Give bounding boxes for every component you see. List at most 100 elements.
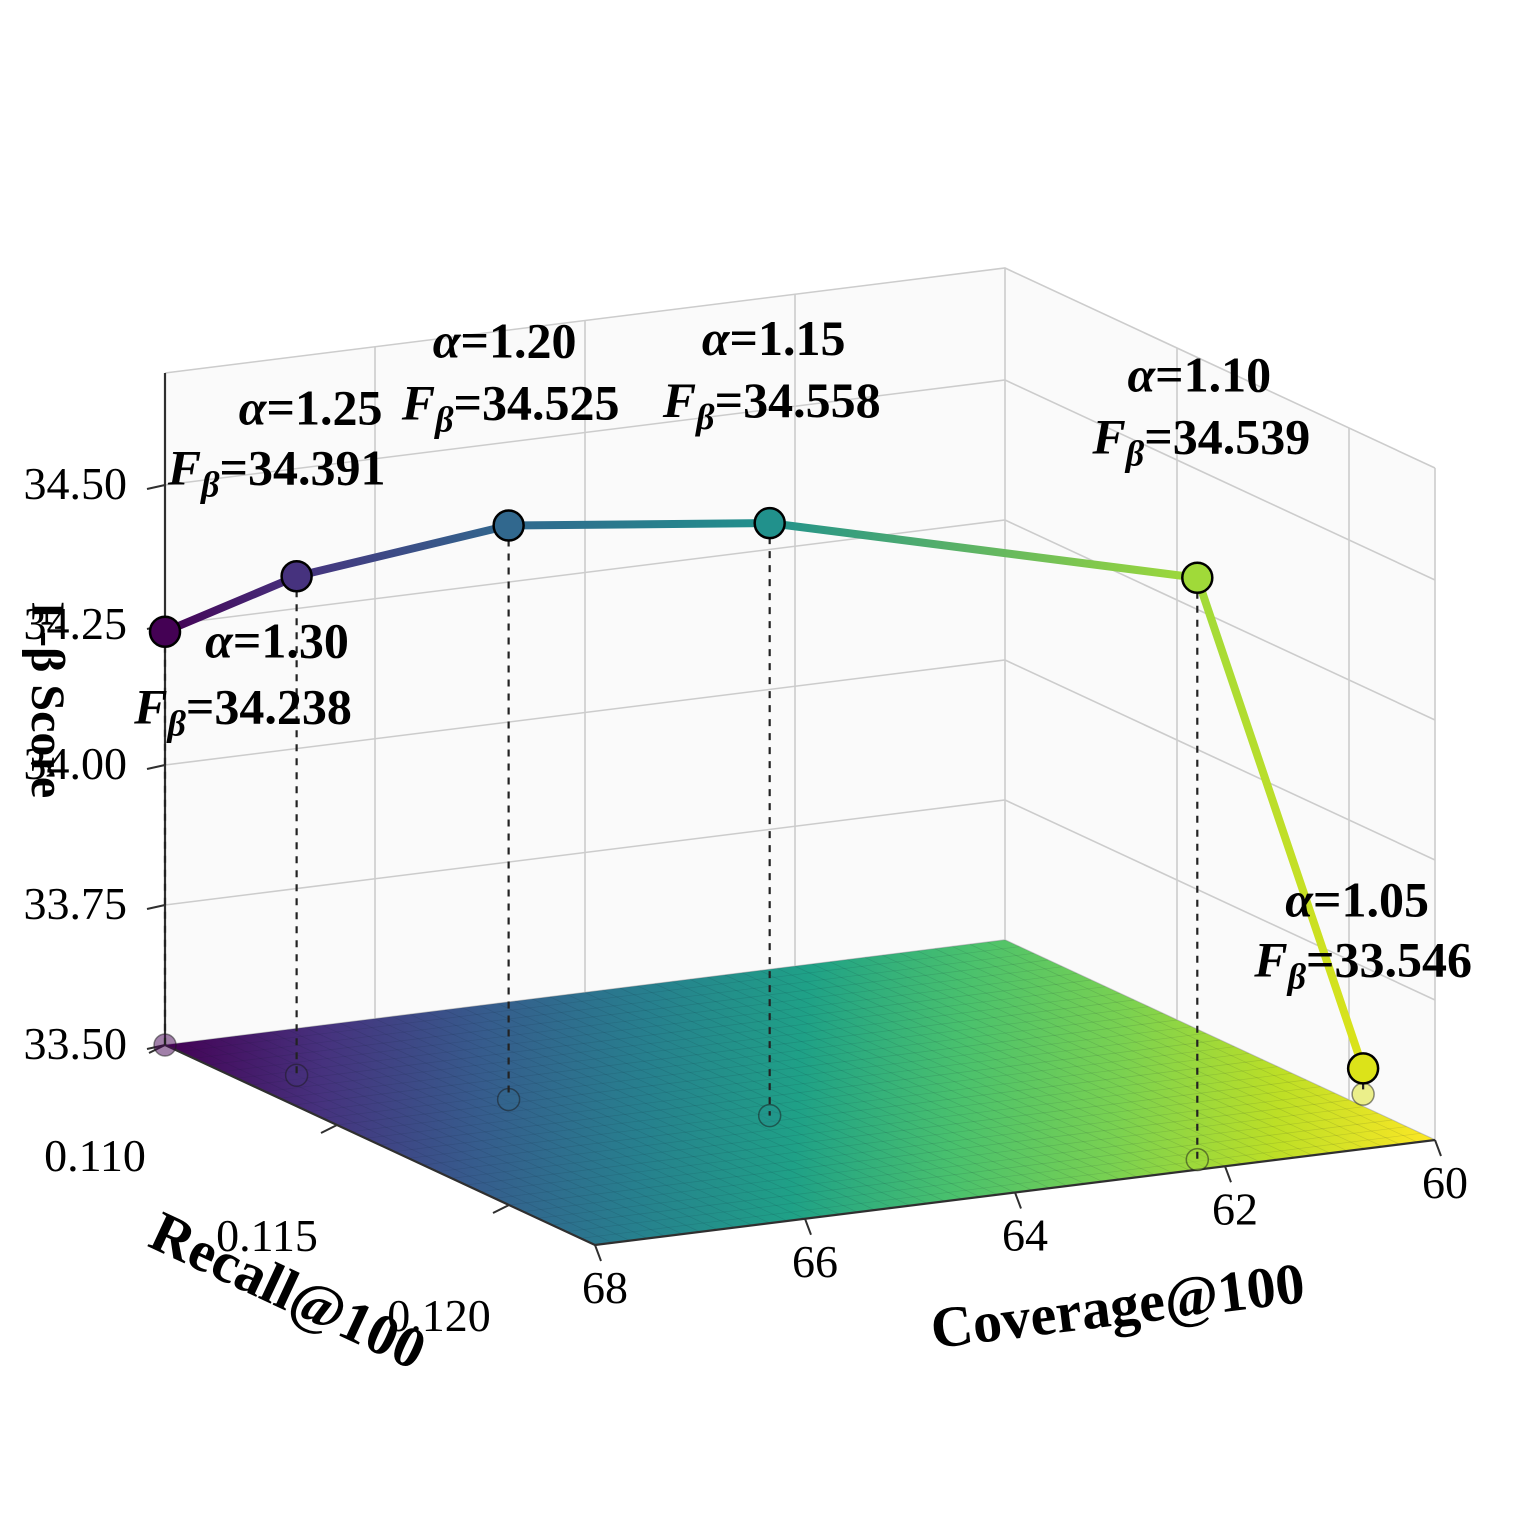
mesh-line: [899, 952, 1331, 1154]
annotation-text: α: [1285, 871, 1314, 927]
mesh-line: [580, 1132, 1421, 1239]
mesh-line: [584, 992, 1016, 1193]
x-tick-label: 66: [792, 1236, 838, 1287]
annotation-text: =1.25: [266, 379, 382, 435]
annotation-alpha: α=1.30: [205, 613, 349, 669]
mesh-line: [479, 1005, 911, 1206]
tick-mark: [1224, 1165, 1232, 1183]
mesh-line: [508, 1099, 1350, 1206]
floor-projection-marker: [1185, 1147, 1210, 1172]
x-tick-label: 68: [582, 1262, 628, 1313]
mesh-line: [497, 1003, 928, 1204]
mesh-line: [394, 1046, 1235, 1153]
annotation-text: F: [1091, 409, 1125, 465]
mesh-line: [847, 959, 1278, 1161]
mesh-line: [707, 976, 1138, 1178]
annotation-text: =34.525: [454, 374, 620, 430]
mesh-line: [427, 1011, 858, 1213]
data-line-segment: [504, 519, 774, 530]
mesh-line: [365, 1032, 1206, 1139]
mesh-line: [480, 1086, 1321, 1193]
mesh-line: [864, 957, 1296, 1158]
annotation-text: =1.10: [1155, 347, 1271, 403]
mesh-line: [724, 974, 1156, 1176]
annotation-alpha: α=1.05: [1285, 871, 1429, 927]
mesh-line: [812, 963, 1243, 1165]
mesh-line: [357, 1020, 788, 1222]
mesh-line: [514, 1000, 946, 1202]
mesh-line: [654, 983, 1086, 1185]
annotation-text: =1.30: [233, 613, 349, 669]
right-wall: [1005, 268, 1435, 1140]
floor-projection-marker: [284, 1063, 309, 1087]
mesh-line: [269, 1031, 701, 1233]
y-tick-label: 0.120: [387, 1290, 491, 1341]
mesh-line: [969, 944, 1401, 1145]
data-point-marker: [1181, 561, 1214, 594]
tick-mark: [146, 484, 166, 490]
mesh-line: [422, 1059, 1264, 1166]
mesh-line: [777, 968, 1208, 1169]
mesh-line: [537, 1112, 1378, 1219]
mesh-line: [494, 1092, 1335, 1199]
annotation-alpha: α=1.25: [239, 379, 383, 435]
mesh-line: [444, 1009, 876, 1211]
mesh-line: [672, 981, 1103, 1182]
mesh-line: [551, 1119, 1393, 1226]
mesh-line: [308, 1006, 1149, 1113]
mesh-line: [917, 950, 1348, 1152]
annotation-fbeta: Fβ=34.391: [167, 439, 386, 504]
z-tick-label: 34.50: [24, 458, 128, 509]
z-tick-label: 33.75: [24, 878, 128, 929]
annotation-text: F: [1253, 931, 1287, 987]
mesh-line: [759, 970, 1191, 1171]
data-point-marker: [1346, 1052, 1380, 1085]
annotation-fbeta: Fβ=34.558: [662, 372, 881, 437]
mesh-line: [637, 985, 1068, 1187]
annotation-alpha: α=1.15: [702, 310, 846, 366]
mesh-line: [336, 1019, 1178, 1126]
mesh-line: [437, 1066, 1278, 1173]
annotation-text: α: [1127, 347, 1156, 403]
mesh-line: [602, 989, 1033, 1191]
subscript-text: β: [694, 397, 715, 437]
mesh-line: [934, 948, 1366, 1150]
annotation-text: α: [205, 613, 234, 669]
mesh-line: [293, 999, 1135, 1106]
point-annotations: α=1.30Fβ=34.238α=1.25Fβ=34.391α=1.20Fβ=3…: [133, 310, 1472, 996]
data-point-marker: [148, 615, 182, 648]
mesh-line: [392, 1016, 823, 1217]
z-tick-label: 34.25: [24, 598, 128, 649]
data-point-marker: [280, 560, 313, 593]
mesh-line: [408, 1052, 1249, 1159]
data-line: [161, 519, 1368, 1073]
mesh-line: [379, 1039, 1221, 1146]
floor-surface-group: [164, 939, 1436, 1246]
mesh-line: [252, 1033, 683, 1235]
mesh-line: [1004, 939, 1436, 1141]
mesh-line: [222, 966, 1063, 1073]
floor-projection-marker: [153, 1033, 177, 1057]
data-point-markers: [148, 506, 1380, 1085]
data-line-segment: [292, 521, 513, 581]
annotation-alpha: α=1.20: [433, 312, 577, 368]
grid-walls: [164, 267, 1436, 1141]
annotation-alpha: α=1.10: [1127, 347, 1271, 403]
data-point-marker: [492, 509, 525, 542]
annotation-text: =34.391: [220, 439, 386, 495]
data-line-segment: [765, 519, 1202, 582]
annotation-fbeta: Fβ=34.238: [133, 679, 352, 744]
mesh-line: [179, 946, 1020, 1053]
mesh-line: [279, 992, 1120, 1099]
mesh-line: [829, 961, 1261, 1163]
annotation-text: F: [133, 679, 167, 735]
annotation-text: α: [702, 310, 731, 366]
mesh-line: [236, 972, 1077, 1079]
mesh-line: [742, 972, 1173, 1174]
mesh-line: [566, 1126, 1407, 1233]
mesh-line: [322, 1012, 1163, 1119]
annotation-fbeta: Fβ=33.546: [1253, 931, 1472, 996]
